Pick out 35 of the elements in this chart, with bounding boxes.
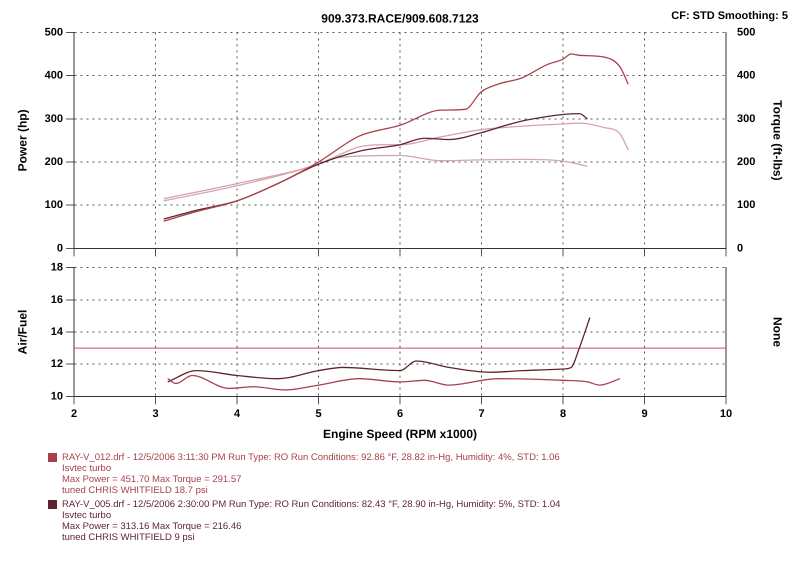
y-tick-label: 200 [44, 156, 63, 168]
y-tick-label: 100 [44, 199, 63, 212]
y-axis-title: Air/Fuel [16, 310, 30, 354]
y-tick-label: 14 [50, 326, 64, 338]
y-tick-label: 300 [44, 112, 63, 125]
y2-axis-title: Torque (ft-lbs) [770, 100, 784, 181]
y2-tick-label: 100 [737, 199, 756, 212]
y2-axis-title: None [770, 317, 784, 348]
y-tick-label: 12 [50, 358, 63, 370]
legend-label: RAY-V_005.drf - 12/5/2006 2:30:00 PM Run Type: RO Run Conditions: 82.43 °F, 28.90 in-Hg, Humidity: 5%, STD: 1.04 Isvtec turbo Max Power = 313.16 Max Torque = 216.46 tuned CHRIS WHITFIELD 9 psi [62, 499, 560, 543]
y2-tick-label: 400 [737, 70, 756, 82]
x-tick-label: 6 [396, 408, 404, 420]
x-tick-label: 10 [720, 408, 732, 420]
y-axis-title: Power (hp) [16, 109, 30, 172]
y-tick-label: 500 [44, 26, 63, 38]
legend-label: RAY-V_012.drf - 12/5/2006 3:11:30 PM Run Type: RO Run Conditions: 92.86 °F, 28.82 in-Hg, Humidity: 4%, STD: 1.06 Isvtec turbo Max Power = 451.70 Max Torque = 291.57 tuned CHRIS WHITFIELD 18.7 psi [62, 452, 560, 496]
x-tick-label: 7 [478, 408, 485, 420]
x-tick-label: 9 [641, 408, 648, 420]
chart-subtitle: 909.373.RACE/909.608.7123 [321, 12, 480, 26]
y2-tick-label: 0 [737, 242, 744, 254]
x-tick-label: 5 [315, 408, 322, 420]
x-tick-label: 2 [70, 408, 78, 420]
y-tick-label: 10 [50, 390, 63, 402]
x-tick-label: 8 [560, 408, 566, 420]
x-tick-label: 4 [234, 408, 241, 420]
y-tick-label: 400 [44, 70, 63, 82]
y2-tick-label: 200 [737, 156, 756, 168]
y-tick-label: 16 [50, 294, 63, 306]
y2-tick-label: 500 [737, 26, 756, 38]
y-tick-label: 18 [50, 262, 63, 274]
x-tick-label: 3 [152, 408, 159, 420]
text: CF: STD Smoothing: 5 [671, 10, 788, 22]
y2-tick-label: 300 [737, 112, 756, 125]
y-tick-label: 0 [56, 242, 63, 254]
x-axis-title: Engine Speed (RPM x1000) [322, 427, 478, 442]
